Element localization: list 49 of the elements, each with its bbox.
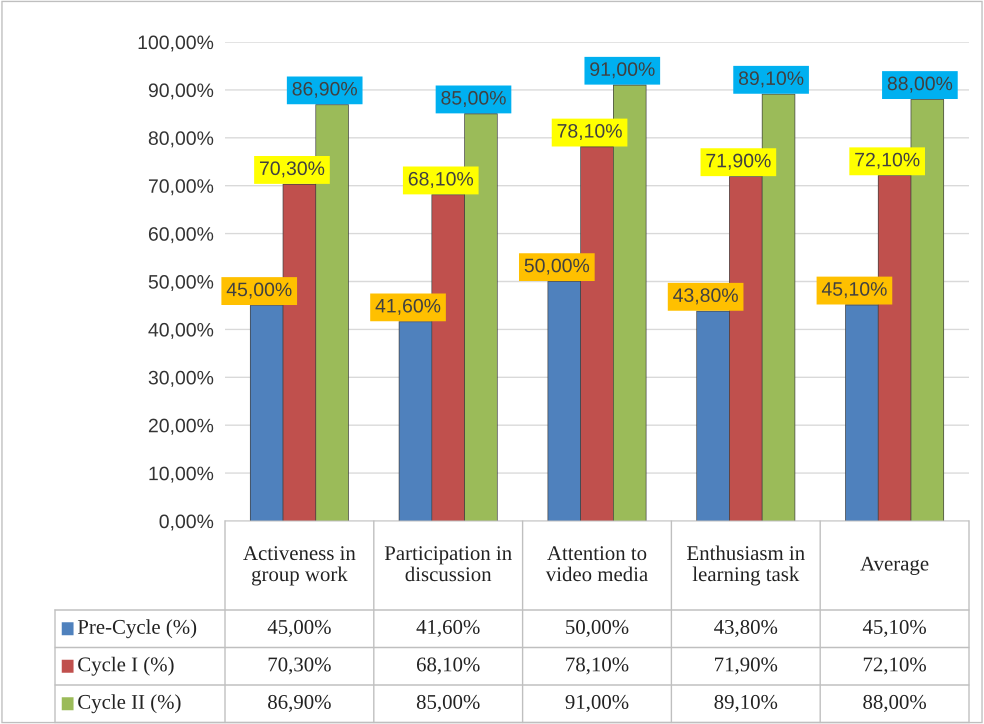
y-tick-label: 100,00%: [138, 35, 214, 52]
text: 88,00%: [888, 76, 952, 93]
legend-label: Pre-Cycle (%): [78, 619, 196, 638]
y-tick-label: 20,00%: [148, 418, 214, 435]
data-label: 50,00%: [566, 620, 628, 637]
x-tick-label: Activeness in group work: [243, 546, 356, 586]
data-label: 43,80%: [714, 620, 778, 637]
y-tick-label: 70,00%: [148, 179, 214, 196]
data-label: 41,60%: [416, 620, 480, 637]
y-tick-label: 10,00%: [149, 466, 214, 483]
text: 86,90%: [292, 82, 357, 98]
x-tick-label: Participation in discussion: [384, 546, 512, 582]
data-label: 68,10%: [416, 657, 480, 674]
legend-label: Cycle I (%): [78, 656, 174, 676]
y-tick-label: 80,00%: [148, 131, 214, 148]
text: 72,10%: [855, 152, 920, 169]
x-tick-label: Attention to video media: [546, 546, 648, 582]
y-tick-label: 90,00%: [148, 83, 214, 100]
text: 71,90%: [706, 154, 771, 170]
text: 45,10%: [822, 282, 887, 298]
text: 50,00%: [524, 258, 590, 275]
data-label: 71,90%: [715, 657, 778, 674]
data-label: 72,10%: [864, 657, 926, 674]
y-tick-label: 30,00%: [148, 370, 214, 387]
y-tick-label: 60,00%: [148, 227, 214, 244]
data-label: 91,00%: [566, 694, 628, 712]
y-tick-label: 40,00%: [148, 322, 214, 339]
x-tick-label: Average: [860, 556, 928, 575]
data-label: 89,10%: [714, 694, 778, 712]
data-label: 85,00%: [416, 694, 480, 712]
text: 41,60%: [376, 298, 440, 315]
data-label: 70,30%: [268, 657, 331, 674]
y-tick-label: 50,00%: [148, 274, 214, 292]
data-label: 88,00%: [863, 694, 926, 712]
x-tick-label: Enthusiasm in learning task: [687, 545, 805, 586]
data-label: 45,10%: [862, 620, 926, 637]
text: 45,00%: [226, 282, 292, 299]
legend-label: Cycle II (%): [78, 694, 181, 714]
data-label: 86,90%: [268, 694, 331, 712]
data-label: 45,00%: [268, 620, 331, 637]
text: 85,00%: [441, 90, 506, 107]
text: 78,10%: [558, 124, 622, 140]
text: 68,10%: [408, 172, 474, 188]
text: 43,80%: [673, 288, 738, 304]
text: 70,30%: [260, 161, 324, 178]
y-tick-label: 0,00%: [160, 514, 214, 531]
text: 89,10%: [738, 71, 804, 88]
text: 91,00%: [590, 62, 655, 78]
data-label: 78,10%: [566, 657, 628, 674]
